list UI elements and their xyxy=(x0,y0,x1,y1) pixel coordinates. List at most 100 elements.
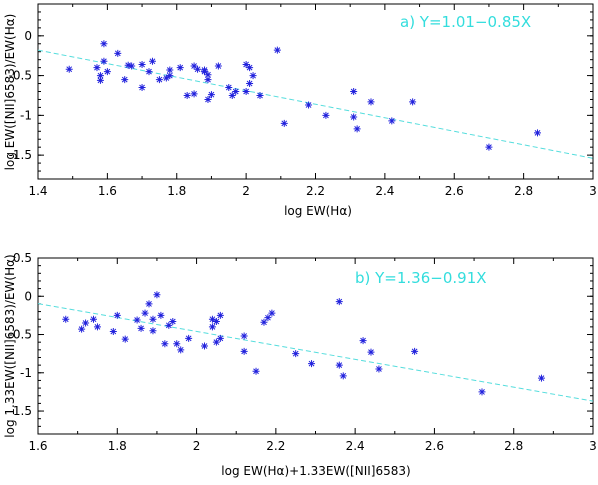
panel-b-y-axis-label: log 1.33EW([NII]6583)/EW(Hα) xyxy=(3,254,17,437)
panel-a-data-point xyxy=(214,62,222,70)
panel-b-data-point xyxy=(173,340,181,348)
panel-a-data-point xyxy=(350,113,358,121)
panel-b-points xyxy=(62,291,545,396)
panel-a-data-point xyxy=(138,84,146,92)
panel-a-data-point xyxy=(100,40,108,48)
panel-a-data-point xyxy=(128,62,136,70)
panel-b-data-point xyxy=(137,324,145,332)
panel-a-y-tick-label: -1.5 xyxy=(9,148,32,162)
panel-b-data-point xyxy=(169,318,177,326)
panel-b-data-point xyxy=(212,318,220,326)
panel-b-data-point xyxy=(109,327,117,335)
panel-b-data-point xyxy=(208,315,216,323)
panel-a-data-point xyxy=(485,143,493,151)
panel-b-data-point xyxy=(201,342,208,350)
panel-b-data-point xyxy=(62,315,70,323)
panel-a-data-point xyxy=(96,72,104,80)
panel-a-data-point xyxy=(166,72,174,80)
panel-a-y-tick-label: -0.5 xyxy=(9,69,32,83)
panel-b-y-tick-label: -1.5 xyxy=(9,404,32,418)
panel-b-data-point xyxy=(145,300,153,308)
panel-b-data-point xyxy=(216,311,224,319)
panel-a-data-point xyxy=(124,61,132,69)
panel-a-y-tick-label: -1 xyxy=(20,108,32,122)
panel-a-ticks xyxy=(37,4,594,180)
panel-a-data-point xyxy=(155,76,163,84)
panel-a-x-tick-label: 3 xyxy=(589,184,597,198)
panel-b-data-point xyxy=(165,321,173,329)
panel-b-data-point xyxy=(339,372,347,380)
panel-a-x-axis-label: log EW(Hα) xyxy=(284,204,352,218)
panel-a-data-point xyxy=(242,88,250,95)
panel-a-data-point xyxy=(305,101,313,109)
panel-a-data-point xyxy=(388,117,396,125)
panel-b-x-tick-label: 2.6 xyxy=(425,439,444,453)
panel-a-data-point xyxy=(148,57,156,65)
panel-a-x-tick-label: 2.6 xyxy=(445,184,464,198)
panel-a-y-axis-label: log EW([NII]6583)/EW(Hα) xyxy=(3,14,17,171)
panel-a-data-point xyxy=(121,76,129,84)
panel-a-y-tick-label: 0 xyxy=(24,29,32,43)
panel-b-data-point xyxy=(157,311,165,319)
panel-a-data-point xyxy=(280,119,288,127)
panel-b-x-tick-label: 2.2 xyxy=(266,439,285,453)
panel-b-data-point xyxy=(367,348,375,356)
panel-a-fit-annotation: a) Y=1.01−0.85X xyxy=(400,13,531,31)
panel-b-data-point xyxy=(149,327,157,335)
panel-b-data-point xyxy=(335,361,343,369)
panel-a-data-point xyxy=(166,66,174,74)
panel-b-fit-annotation: b) Y=1.36−0.91X xyxy=(355,269,487,287)
panel-a-data-point xyxy=(183,91,191,99)
panel-a-data-point xyxy=(353,125,361,133)
panel-b-data-point xyxy=(308,360,316,368)
panel-b-data-point xyxy=(133,316,141,324)
panel-a-data-point xyxy=(145,68,153,76)
panel-a-data-point xyxy=(103,68,111,76)
panel-a-data-point xyxy=(201,68,208,76)
panel-b-data-point xyxy=(149,315,157,323)
panel-b-data-point xyxy=(177,346,185,354)
panel-a-data-point xyxy=(100,57,108,65)
panel-a-data-point xyxy=(350,88,358,95)
panel-a-data-point xyxy=(534,129,541,137)
panel-b-data-point xyxy=(185,334,193,342)
panel-b-data-point xyxy=(121,335,129,343)
panel-a-x-tick-label: 2.4 xyxy=(375,184,394,198)
panel-a-data-point xyxy=(256,91,264,99)
panel-b-frame xyxy=(37,257,594,435)
panel-b-fit-line xyxy=(37,303,594,402)
panel-b-y-tick-label: 0 xyxy=(24,289,32,303)
panel-a-tick-labels: 1.4 1.6 1.8 2 2.2 2.4 2.6 2.8 3 -1.5 -1 -0.5 0 xyxy=(9,29,597,198)
panel-b-data-point xyxy=(82,319,90,327)
panel-b-data-point xyxy=(93,323,101,331)
panel-a-data-point xyxy=(194,65,202,73)
panel-b-data-point xyxy=(260,318,268,326)
panel-a-data-point xyxy=(162,74,170,82)
panel-a-x-tick-label: 1.8 xyxy=(167,184,186,198)
panel-b-data-point xyxy=(208,323,216,331)
panel-b-data-point xyxy=(153,291,161,299)
panel-b-y-tick-label: -1 xyxy=(20,366,32,380)
panel-b-x-tick-label: 2.8 xyxy=(504,439,523,453)
panel-a-data-point xyxy=(367,98,375,106)
panel-a-data-point xyxy=(114,49,122,57)
panel-a-data-point xyxy=(96,76,104,84)
panel-b-x-tick-label: 2.4 xyxy=(346,439,365,453)
panel-b-data-point xyxy=(78,325,86,333)
panel-b-data-point xyxy=(252,367,260,375)
panel-a-x-tick-label: 1.6 xyxy=(98,184,117,198)
panel-a-data-point xyxy=(207,91,215,99)
panel-b-x-axis-label: log EW(Hα)+1.33EW([NII]6583) xyxy=(221,464,410,478)
panel-a-data-point xyxy=(246,80,254,88)
panel-a-data-point xyxy=(65,65,73,73)
panel-a-data-point xyxy=(249,72,257,80)
panel-b-data-point xyxy=(268,309,276,317)
panel-b-data-point xyxy=(90,315,97,323)
panel-a-data-point xyxy=(204,76,212,84)
panel-a-points xyxy=(65,40,541,151)
panel-b-x-tick-label: 1.6 xyxy=(28,439,47,453)
panel-a-data-point xyxy=(176,64,184,72)
panel-b-y-tick-label: 0.5 xyxy=(13,251,32,265)
panel-b-data-point xyxy=(212,338,220,346)
